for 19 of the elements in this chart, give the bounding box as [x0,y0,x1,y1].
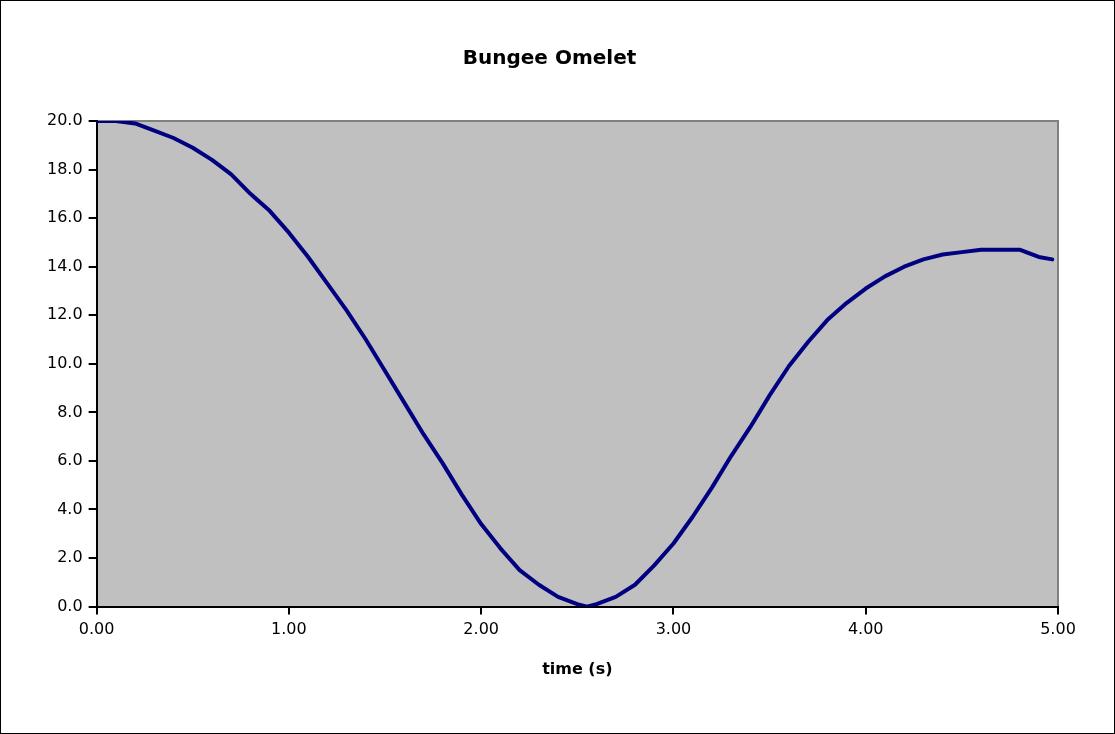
y-tick-label: 20.0 [47,110,83,130]
x-tick-label: 0.00 [78,619,115,639]
y-tick-label: 10.0 [47,352,83,372]
y-tick-label: 4.0 [57,498,83,518]
x-tick-label: 1.00 [271,619,307,639]
y-tick-label: 0.0 [57,595,83,615]
x-axis-title: time (s) [542,658,613,678]
y-tick-label: 8.0 [57,401,83,421]
y-tick-label: 12.0 [47,304,83,324]
x-tick-label: 5.00 [1040,619,1076,639]
y-tick-label: 18.0 [47,158,83,178]
x-tick-label: 3.00 [655,619,692,639]
y-tick-label: 2.0 [57,547,83,567]
y-tick-label: 16.0 [47,207,83,227]
chart-title: Bungee Omelet [462,45,637,70]
x-tick-label: 2.00 [463,619,499,639]
x-tick-label: 4.00 [847,619,884,639]
y-tick-label: 6.0 [57,450,83,470]
y-tick-label: 14.0 [47,255,83,275]
